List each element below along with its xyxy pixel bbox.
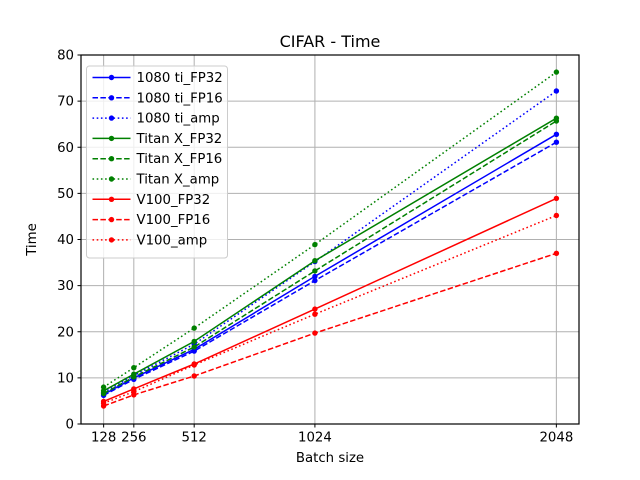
y-tick-label: 70 [57, 95, 74, 110]
legend-marker [108, 176, 115, 182]
x-axis-label: Batch size [296, 451, 364, 466]
y-tick-label: 30 [57, 279, 74, 294]
legend-label: Titan X_FP16 [136, 152, 223, 167]
legend-label: 1080 ti_amp [137, 112, 220, 127]
data-point [312, 277, 318, 284]
legend-marker [108, 135, 115, 142]
data-point [553, 139, 560, 145]
data-point [191, 325, 197, 331]
legend-marker [108, 115, 115, 121]
data-point [312, 241, 318, 248]
x-tick-label: 1024 [298, 431, 332, 446]
y-tick-label: 60 [57, 141, 74, 156]
data-point [553, 212, 560, 219]
legend-item: Titan X_FP32 [92, 132, 223, 147]
legend-label: V100_FP32 [137, 193, 211, 208]
data-point [191, 338, 197, 345]
axes-layer: 0 10 20 30 40 50 60 70 80 128 256 512 1024 2048 [57, 49, 580, 446]
legend-marker [108, 95, 115, 101]
legend-label: V100_FP16 [137, 213, 211, 228]
data-point [312, 311, 318, 317]
legend-marker [108, 237, 115, 243]
data-point [191, 348, 197, 354]
legend-item: 1080 ti_amp [92, 112, 220, 127]
data-point [553, 118, 560, 124]
data-point [100, 390, 107, 397]
legend-item: Titan X_FP16 [92, 152, 223, 167]
data-point [312, 330, 318, 336]
legend-item: V100_FP32 [92, 193, 211, 208]
data-point [553, 131, 560, 137]
data-point [191, 362, 197, 368]
data-point [553, 88, 560, 94]
data-point [312, 273, 318, 280]
data-point [312, 258, 318, 264]
legend-item: V100_FP16 [92, 213, 211, 228]
legend-label: 1080 ti_FP16 [137, 91, 223, 106]
x-tick-label: 128 [91, 431, 116, 446]
legend-label: 1080 ti_FP32 [137, 71, 223, 86]
chart-title: CIFAR - Time [280, 32, 381, 51]
data-point [553, 69, 560, 75]
data-point [191, 373, 197, 379]
y-tick-label: 20 [57, 325, 74, 340]
y-tick-label: 80 [57, 49, 74, 64]
data-point [100, 400, 107, 406]
legend-label: Titan X_amp [136, 173, 220, 188]
series-line-v100-amp [103, 214, 557, 404]
legend-marker [108, 196, 115, 202]
legend-frame [86, 65, 228, 259]
series-layer [100, 69, 560, 409]
data-point [553, 195, 560, 202]
data-point [100, 384, 107, 390]
legend-layer: 1080 ti_FP32 1080 ti_FP16 1080 ti_amp Titan… [86, 65, 228, 259]
legend-marker [108, 216, 115, 223]
legend-item: V100_amp [92, 233, 208, 248]
data-point [131, 365, 137, 371]
data-point [553, 250, 560, 256]
legend-marker [108, 156, 115, 162]
legend-marker [108, 74, 115, 81]
legend-item: 1080 ti_FP16 [92, 91, 223, 106]
data-point [131, 374, 137, 380]
x-tick-label: 256 [121, 431, 146, 446]
y-axis-label: Time [25, 223, 40, 257]
legend-label: Titan X_FP32 [136, 132, 223, 147]
legend-item: Titan X_amp [92, 173, 220, 188]
legend-label: V100_amp [137, 233, 208, 248]
x-tick-label: 2048 [539, 431, 573, 446]
series-line-titan-x-amp [103, 71, 557, 388]
y-tick-label: 10 [57, 371, 74, 386]
data-point [191, 344, 197, 350]
y-tick-label: 40 [57, 233, 74, 248]
y-tick-label: 0 [66, 418, 74, 433]
series-line-v100-fp16 [103, 252, 557, 407]
series-line-1080-ti-fp16 [103, 141, 557, 397]
y-tick-label: 50 [57, 187, 74, 202]
x-tick-label: 512 [181, 431, 206, 446]
data-point [312, 268, 318, 274]
data-point [131, 389, 137, 395]
legend-item: 1080 ti_FP32 [92, 71, 223, 86]
data-point [312, 306, 318, 312]
